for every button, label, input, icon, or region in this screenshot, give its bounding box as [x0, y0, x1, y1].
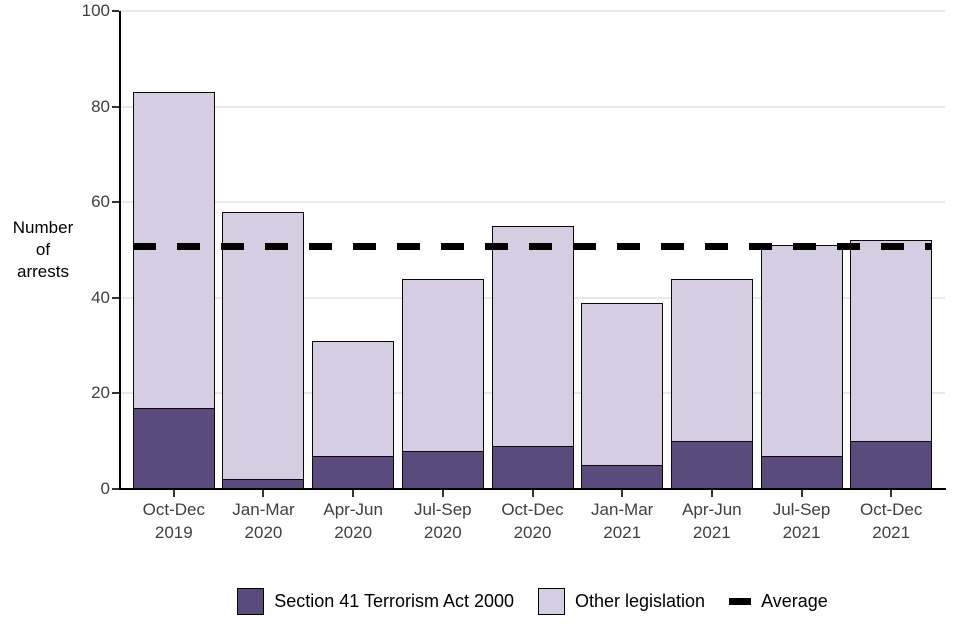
x-tick-label-5: Oct-Dec 2020: [501, 500, 564, 542]
x-tick-label-7: Apr-Jun 2021: [682, 500, 742, 542]
y-tick-label-60: 60: [91, 192, 110, 212]
y-tick-60: [112, 201, 119, 204]
bar-segment-other-4: [401, 278, 484, 453]
y-tick-label-0: 0: [100, 479, 110, 498]
x-tick-5: [531, 490, 534, 497]
y-tick-label-20: 20: [91, 383, 110, 403]
x-tick-label-9: Oct-Dec 2021: [860, 500, 923, 542]
x-tick-9: [890, 490, 893, 497]
average-line: [133, 242, 931, 250]
bar-segment-s41-6: [581, 465, 664, 489]
x-tick-6: [621, 490, 624, 497]
bar-segment-other-6: [581, 302, 664, 467]
bar-segment-s41-4: [401, 450, 484, 489]
legend-label-average: Average: [761, 591, 828, 611]
gridline-y-60: [120, 201, 945, 204]
legend-item-average: Average: [729, 591, 828, 612]
y-tick-100: [112, 10, 119, 12]
gridline-y-100: [120, 10, 945, 12]
bar-segment-other-3: [312, 340, 395, 458]
legend-item-section41: Section 41 Terrorism Act 2000: [237, 588, 514, 615]
y-axis-title: Number of arrests: [12, 218, 74, 281]
legend-label-other: Other legislation: [575, 591, 706, 611]
x-tick-7: [710, 490, 713, 497]
bar-segment-s41-7: [670, 441, 753, 489]
x-tick-1: [172, 490, 175, 497]
y-tick-label-80: 80: [91, 96, 110, 116]
legend-swatch-other: [538, 588, 565, 615]
x-tick-3: [352, 490, 355, 497]
bar-segment-s41-8: [760, 455, 843, 489]
x-tick-label-8: Jul-Sep 2021: [772, 500, 831, 542]
y-tick-40: [112, 296, 119, 299]
x-tick-8: [800, 490, 803, 497]
x-axis-line: [119, 488, 946, 490]
y-tick-0: [112, 488, 119, 490]
bar-segment-other-9: [850, 240, 933, 443]
bar-segment-other-8: [760, 245, 843, 458]
x-tick-label-2: Jan-Mar 2020: [232, 500, 295, 542]
bar-segment-other-1: [132, 92, 215, 410]
legend-dash-icon: [729, 598, 752, 605]
y-tick-label-40: 40: [91, 287, 110, 307]
y-axis-line: [119, 11, 121, 489]
bar-segment-other-5: [491, 226, 574, 448]
y-tick-80: [112, 105, 119, 108]
chart-legend: Section 41 Terrorism Act 2000 Other legi…: [120, 588, 945, 615]
bar-segment-s41-3: [312, 455, 395, 489]
x-tick-label-3: Apr-Jun 2020: [323, 500, 383, 542]
bar-segment-s41-9: [850, 441, 933, 489]
x-tick-4: [441, 490, 444, 497]
y-tick-20: [112, 392, 119, 395]
x-tick-label-6: Jan-Mar 2021: [590, 500, 654, 542]
bar-segment-other-2: [222, 211, 305, 481]
x-tick-label-1: Oct-Dec 2019: [142, 500, 205, 542]
gridline-y-80: [120, 105, 945, 108]
legend-swatch-section41: [237, 588, 265, 615]
legend-label-section41: Section 41 Terrorism Act 2000: [274, 591, 514, 611]
bar-segment-other-7: [670, 278, 753, 443]
bar-segment-s41-5: [491, 445, 574, 489]
x-tick-label-4: Jul-Sep 2020: [413, 500, 472, 542]
legend-item-other: Other legislation: [538, 588, 705, 615]
plot-panel: [112, 10, 946, 497]
x-tick-2: [262, 490, 265, 497]
bar-segment-s41-1: [132, 407, 215, 489]
y-tick-label-100: 100: [81, 1, 110, 20]
